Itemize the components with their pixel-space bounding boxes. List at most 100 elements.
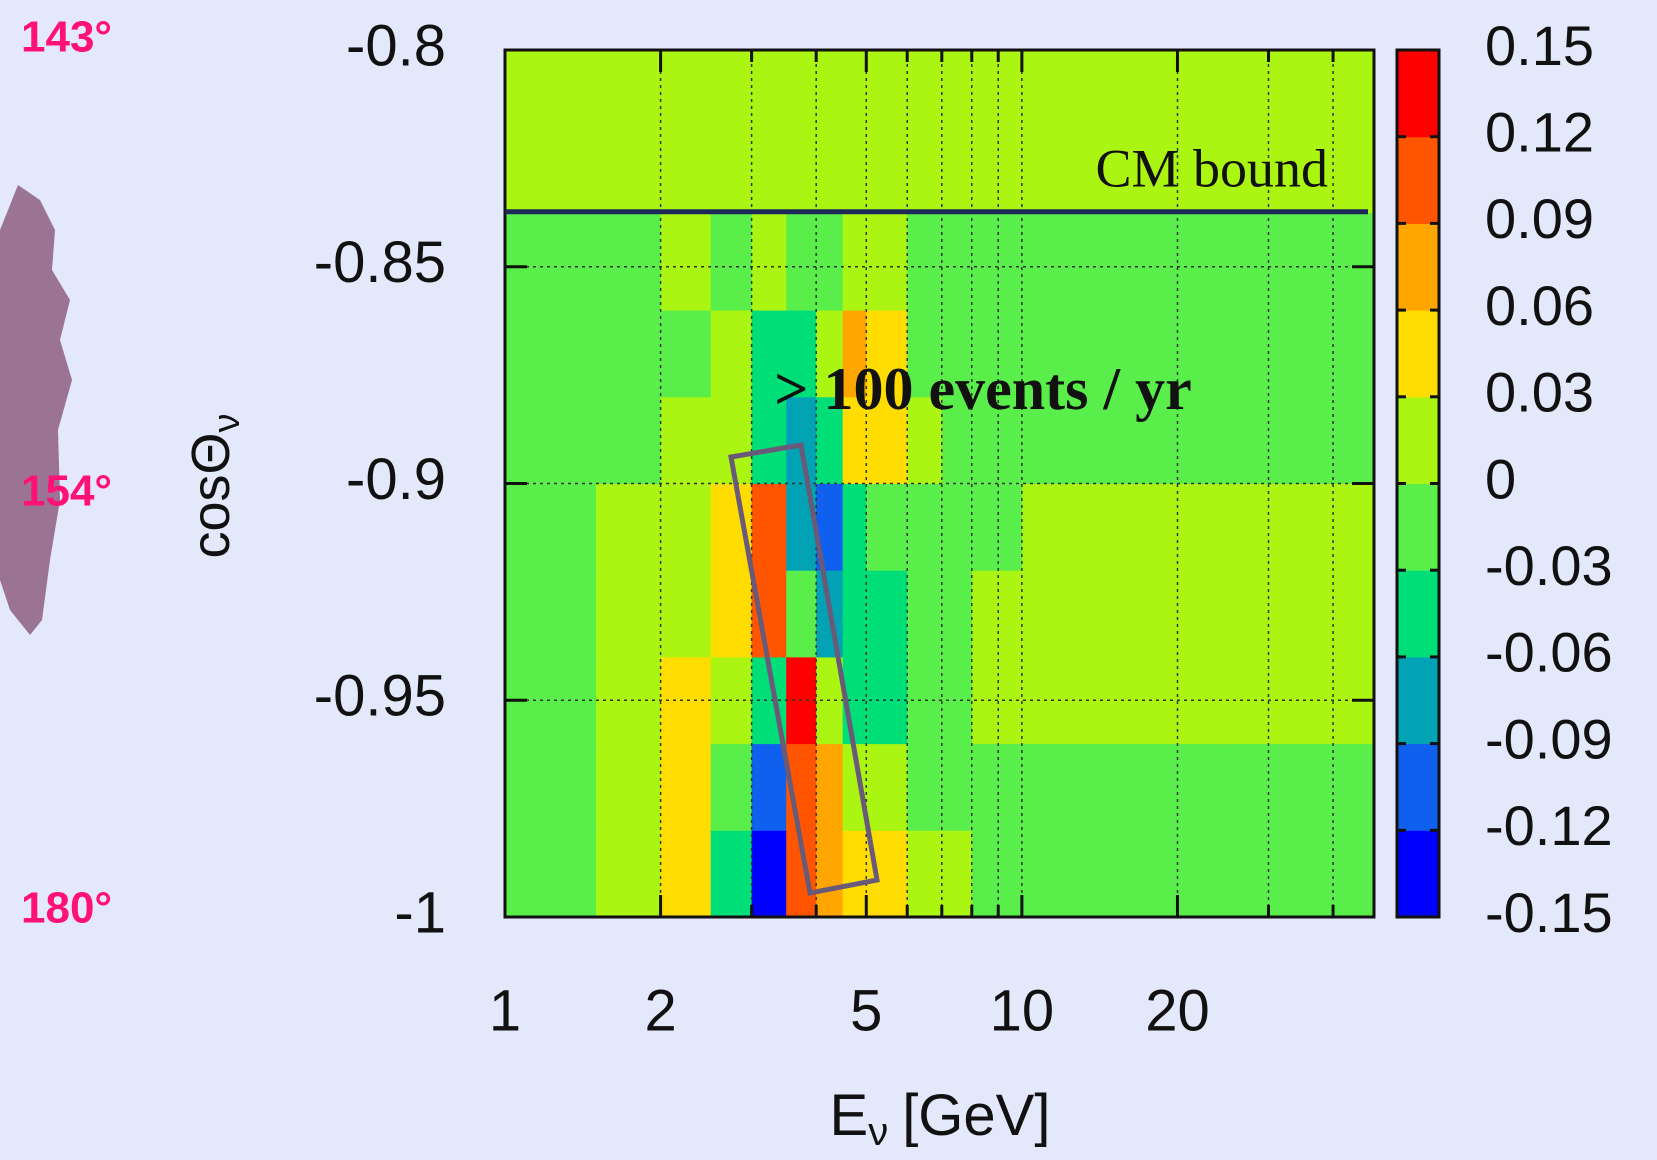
heat-cell xyxy=(941,570,973,658)
heat-cell xyxy=(816,50,844,214)
y-tick-label: -0.85 xyxy=(314,230,446,295)
heat-cell xyxy=(1227,212,1375,311)
bound-label: CM bound xyxy=(1095,138,1328,198)
heat-cell xyxy=(907,743,943,831)
heat-cell xyxy=(866,212,908,311)
x-label-sub: ν xyxy=(868,1110,888,1154)
heat-cell xyxy=(660,570,712,658)
colorbar-bin xyxy=(1397,223,1439,311)
heat-cell xyxy=(971,310,1023,398)
colorbar-bin xyxy=(1397,570,1439,658)
heat-cell xyxy=(751,743,787,831)
heat-cell xyxy=(596,830,662,918)
heat-cell xyxy=(660,50,712,214)
colorbar-bin xyxy=(1397,136,1439,224)
heat-cell xyxy=(1112,50,1229,214)
heat-cell xyxy=(1227,310,1375,398)
y-label-sub: ν xyxy=(206,413,248,432)
colorbar-bin xyxy=(1397,830,1439,918)
heat-cell xyxy=(907,50,943,214)
heat-cell xyxy=(751,483,787,571)
heat-cell xyxy=(866,743,908,831)
heat-cell xyxy=(1021,743,1114,831)
y-tick-label: -0.8 xyxy=(346,13,446,78)
heat-cell xyxy=(710,830,753,918)
heat-cell xyxy=(842,830,867,918)
heat-cell xyxy=(971,570,1023,658)
heat-cell xyxy=(816,212,844,311)
x-tick-label: 1 xyxy=(489,978,521,1043)
colorbar-label: 0 xyxy=(1485,447,1516,510)
heat-cell xyxy=(816,830,844,918)
heat-cell xyxy=(505,212,597,311)
heat-cell xyxy=(1227,396,1375,484)
plot-frame xyxy=(503,48,1376,919)
heat-cell xyxy=(971,743,1023,831)
heat-cell xyxy=(710,310,753,398)
heat-cell xyxy=(1227,483,1375,571)
heat-cell xyxy=(751,50,787,214)
heat-cell xyxy=(971,483,1023,571)
decorative-shape xyxy=(0,185,72,635)
heat-cell xyxy=(1021,310,1114,398)
heat-cell xyxy=(596,483,662,571)
heat-cell xyxy=(907,310,943,398)
colorbar-label: -0.09 xyxy=(1485,707,1613,770)
highlight-box xyxy=(728,442,880,896)
heat-cell xyxy=(505,483,597,571)
colorbar-bin xyxy=(1397,743,1439,831)
heat-cell xyxy=(907,212,943,311)
heat-cell xyxy=(842,483,867,571)
heat-cell xyxy=(660,396,712,484)
heat-cell xyxy=(786,310,817,398)
angle-label: 154° xyxy=(21,467,112,516)
heat-cell xyxy=(786,50,817,214)
colorbar-label: 0.09 xyxy=(1485,187,1594,250)
x-label-main: E xyxy=(830,1083,869,1148)
heat-cell xyxy=(505,310,597,398)
heat-cell xyxy=(842,396,867,484)
heat-cell xyxy=(596,570,662,658)
heat-cell xyxy=(710,743,753,831)
heat-cell xyxy=(971,830,1023,918)
heat-cell xyxy=(1112,310,1229,398)
colorbar-bin xyxy=(1397,50,1439,138)
heat-cell xyxy=(660,483,712,571)
heat-cell xyxy=(786,570,817,658)
heat-cell xyxy=(596,743,662,831)
heat-cell xyxy=(1112,570,1229,658)
heat-cell xyxy=(1021,483,1114,571)
y-tick-label: -0.95 xyxy=(314,664,446,729)
heat-cell xyxy=(786,396,817,484)
heat-cell xyxy=(505,50,597,214)
heat-cell xyxy=(710,570,753,658)
heat-cell xyxy=(751,830,787,918)
colorbar-label: 0.15 xyxy=(1485,14,1594,77)
colorbar-bin xyxy=(1397,656,1439,745)
colorbar-bin xyxy=(1397,310,1439,398)
heat-cell xyxy=(866,396,908,484)
heat-cell xyxy=(1227,830,1375,918)
colorbar-label: 0.03 xyxy=(1485,361,1594,424)
heat-cell xyxy=(1112,212,1229,311)
heat-cell xyxy=(866,570,908,658)
heat-cell xyxy=(1021,570,1114,658)
heat-cell xyxy=(1112,830,1229,918)
heat-cell xyxy=(710,50,753,214)
colorbar-label: -0.06 xyxy=(1485,621,1613,684)
heat-cell xyxy=(660,310,712,398)
heat-cell xyxy=(505,743,597,831)
heat-cell xyxy=(1021,212,1114,311)
heat-cell xyxy=(596,212,662,311)
colorbar-bin xyxy=(1397,396,1439,484)
x-axis-label: Eν [GeV] xyxy=(830,1083,1051,1153)
heat-cell xyxy=(660,212,712,311)
heat-cell xyxy=(660,743,712,831)
heat-cell xyxy=(866,310,908,398)
heat-cell xyxy=(596,50,662,214)
x-tick-label: 2 xyxy=(644,978,676,1043)
heat-cell xyxy=(1227,656,1375,745)
heat-cell xyxy=(866,483,908,571)
colorbar-label: -0.12 xyxy=(1485,794,1613,857)
